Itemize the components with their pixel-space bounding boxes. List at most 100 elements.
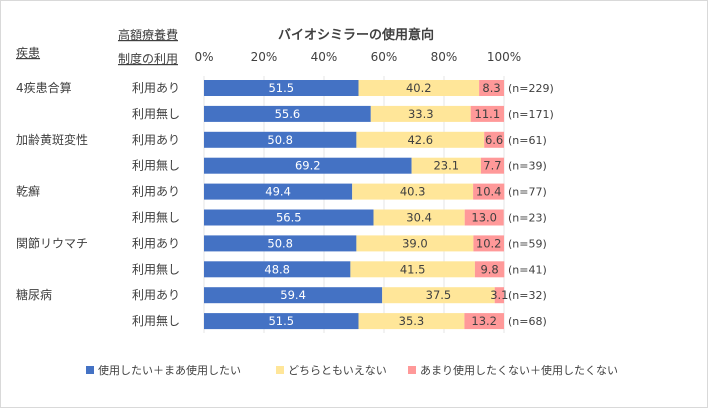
usage-label: 利用無し xyxy=(132,313,180,328)
x-tick-label: 0% xyxy=(194,50,213,64)
bar-segment xyxy=(464,313,504,330)
bar-segment xyxy=(382,287,495,304)
data-label: 69.2 xyxy=(295,159,321,173)
legend-label: 使用したい＋まあ使用したい xyxy=(98,364,241,377)
bar-segment xyxy=(358,313,465,330)
bar-segment xyxy=(204,261,351,278)
bar-segment xyxy=(350,261,475,278)
bar-segment xyxy=(484,131,504,148)
bar-segment xyxy=(204,105,371,122)
data-label: 41.5 xyxy=(400,262,426,276)
bar-segment xyxy=(204,235,357,252)
data-label: 42.6 xyxy=(407,133,433,147)
bars: 51.5 40.2 8.3 (n=229) 55.6 33.3 11.1 (n=171) 50.… xyxy=(204,80,554,330)
legend-swatch xyxy=(408,366,416,374)
x-tick-label: 60% xyxy=(371,50,398,64)
usage-label: 利用あり xyxy=(132,236,180,250)
data-label: 7.7 xyxy=(483,159,501,173)
data-label: 49.4 xyxy=(265,185,291,199)
n-label: (n=41) xyxy=(508,263,547,276)
data-label: 39.0 xyxy=(402,236,428,250)
data-label: 13.2 xyxy=(471,314,497,328)
data-label: 51.5 xyxy=(268,314,294,328)
legend-label: どちらともいえない xyxy=(288,364,387,377)
data-label: 59.4 xyxy=(280,288,306,302)
bar-segment xyxy=(204,183,353,200)
data-label: 3.1 xyxy=(490,288,508,302)
data-label: 50.8 xyxy=(267,236,293,250)
bar-segment xyxy=(204,80,359,96)
data-label: 56.5 xyxy=(276,211,302,225)
bar-segment xyxy=(373,209,465,226)
data-label: 33.3 xyxy=(408,107,434,121)
data-label: 35.3 xyxy=(399,314,425,328)
bar-segment xyxy=(411,157,481,174)
usage-label: 利用あり xyxy=(132,81,180,95)
legend-swatch xyxy=(86,366,94,374)
usage-label: 利用無し xyxy=(132,106,180,121)
data-label: 6.6 xyxy=(485,133,503,147)
data-label: 55.6 xyxy=(275,107,301,121)
n-label: (n=68) xyxy=(508,315,547,328)
data-label: 8.3 xyxy=(482,81,500,95)
x-tick-label: 40% xyxy=(311,50,338,64)
data-label: 40.2 xyxy=(406,81,432,95)
n-label: (n=61) xyxy=(508,134,547,147)
bar-segment xyxy=(356,131,485,148)
data-label: 50.8 xyxy=(267,133,293,147)
system-column-header-line1: 高額療養費 xyxy=(118,27,178,42)
system-column-header-line2: 制度の利用 xyxy=(118,51,178,66)
usage-label: 利用あり xyxy=(132,133,180,147)
bar-segment xyxy=(473,183,505,200)
legend-swatch xyxy=(276,366,284,374)
bar-segment xyxy=(204,209,374,226)
n-label: (n=59) xyxy=(508,237,547,250)
usage-label: 利用無し xyxy=(132,158,180,173)
x-tick-label: 20% xyxy=(251,50,278,64)
disease-label: 加齢黄斑変性 xyxy=(16,132,88,147)
data-label: 23.1 xyxy=(433,159,459,173)
legend-label: あまり使用したくない＋使用したくない xyxy=(420,364,618,377)
bar-segment xyxy=(479,80,504,96)
n-label: (n=32) xyxy=(508,289,547,302)
x-tick-label: 80% xyxy=(431,50,458,64)
data-label: 51.5 xyxy=(268,81,294,95)
n-label: (n=229) xyxy=(508,82,554,95)
bar-segment xyxy=(480,157,504,174)
chart-title: バイオシミラーの使用意向 xyxy=(278,27,434,43)
disease-column-header: 疾患 xyxy=(16,45,40,60)
bar-segment xyxy=(464,209,504,226)
n-label: (n=23) xyxy=(508,212,547,225)
data-label: 13.0 xyxy=(471,211,497,225)
disease-label: 関節リウマチ xyxy=(16,235,88,250)
bar-segment xyxy=(204,157,412,174)
bar-segment xyxy=(204,131,357,148)
data-label: 37.5 xyxy=(426,288,452,302)
usage-label: 利用無し xyxy=(132,261,180,276)
data-label: 10.2 xyxy=(476,236,502,250)
bar-segment xyxy=(356,235,474,252)
x-tick-labels: 0% 20% 40% 60% 80% 100% xyxy=(194,50,521,64)
n-label: (n=39) xyxy=(508,160,547,173)
legend: 使用したい＋まあ使用したい どちらともいえない あまり使用したくない＋使用したくない xyxy=(86,364,618,377)
usage-label: 利用あり xyxy=(132,185,180,199)
bar-segment xyxy=(474,261,505,278)
bar-segment xyxy=(352,183,474,200)
n-label: (n=171) xyxy=(508,108,554,121)
bar-segment xyxy=(204,313,359,330)
usage-label: 利用あり xyxy=(132,288,180,302)
bar-segment xyxy=(473,235,504,252)
data-label: 40.3 xyxy=(400,185,426,199)
data-label: 11.1 xyxy=(475,107,501,121)
bar-segment xyxy=(494,287,504,304)
bar-segment xyxy=(370,105,471,122)
disease-label: 4疾患合算 xyxy=(16,80,72,95)
data-label: 10.4 xyxy=(476,185,502,199)
usage-label: 利用無し xyxy=(132,210,180,225)
disease-label: 糖尿病 xyxy=(16,287,52,302)
n-label: (n=77) xyxy=(508,186,547,199)
x-tick-label: 100% xyxy=(487,50,521,64)
